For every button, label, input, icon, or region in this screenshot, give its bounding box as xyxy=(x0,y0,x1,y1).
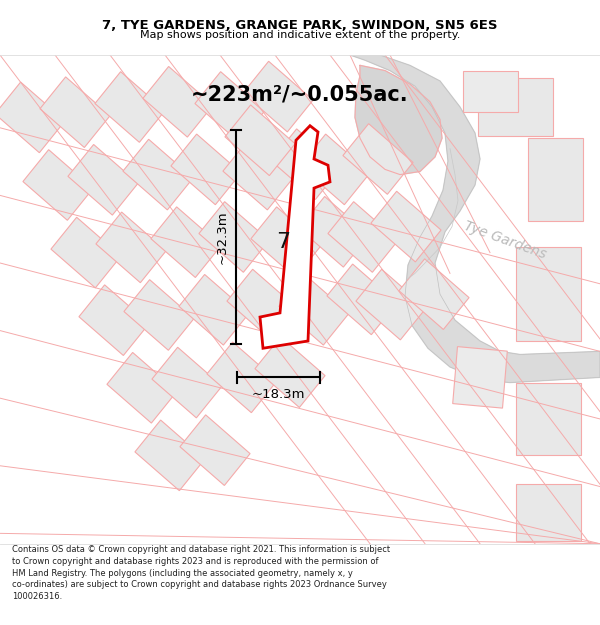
Text: ~18.3m: ~18.3m xyxy=(252,388,305,401)
Polygon shape xyxy=(79,285,149,356)
Polygon shape xyxy=(515,248,581,341)
Text: ~223m²/~0.055ac.: ~223m²/~0.055ac. xyxy=(191,85,409,105)
Polygon shape xyxy=(124,279,194,350)
Polygon shape xyxy=(515,484,581,541)
Polygon shape xyxy=(260,126,330,348)
Polygon shape xyxy=(68,144,138,215)
Polygon shape xyxy=(527,138,583,221)
Polygon shape xyxy=(328,202,398,272)
Polygon shape xyxy=(40,77,110,148)
Polygon shape xyxy=(171,134,241,205)
Polygon shape xyxy=(123,139,193,210)
Polygon shape xyxy=(279,274,349,345)
Polygon shape xyxy=(0,82,65,152)
Text: 7: 7 xyxy=(276,232,290,252)
Polygon shape xyxy=(452,347,508,408)
Polygon shape xyxy=(299,196,369,267)
Polygon shape xyxy=(51,217,121,288)
Polygon shape xyxy=(23,149,93,220)
Polygon shape xyxy=(356,269,426,340)
Polygon shape xyxy=(135,420,205,491)
Polygon shape xyxy=(271,129,341,199)
Polygon shape xyxy=(179,274,249,345)
Polygon shape xyxy=(199,202,269,272)
Polygon shape xyxy=(399,259,469,329)
Polygon shape xyxy=(478,78,553,136)
Polygon shape xyxy=(255,337,325,408)
Text: Map shows position and indicative extent of the property.: Map shows position and indicative extent… xyxy=(140,30,460,40)
Polygon shape xyxy=(515,382,581,456)
Text: ~32.3m: ~32.3m xyxy=(215,210,229,264)
Polygon shape xyxy=(355,66,442,174)
Polygon shape xyxy=(371,191,441,262)
Text: Contains OS data © Crown copyright and database right 2021. This information is : Contains OS data © Crown copyright and d… xyxy=(12,545,390,601)
Polygon shape xyxy=(463,71,517,112)
Polygon shape xyxy=(350,55,600,382)
Polygon shape xyxy=(95,72,165,142)
Text: 7, TYE GARDENS, GRANGE PARK, SWINDON, SN5 6ES: 7, TYE GARDENS, GRANGE PARK, SWINDON, SN… xyxy=(102,19,498,32)
Polygon shape xyxy=(180,415,250,486)
Polygon shape xyxy=(207,342,277,412)
Polygon shape xyxy=(300,134,370,205)
Polygon shape xyxy=(96,212,166,282)
Polygon shape xyxy=(327,264,397,335)
Polygon shape xyxy=(143,66,213,137)
Polygon shape xyxy=(227,269,297,340)
Polygon shape xyxy=(343,124,413,194)
Polygon shape xyxy=(243,61,313,132)
Polygon shape xyxy=(251,207,321,278)
Polygon shape xyxy=(151,207,221,278)
Polygon shape xyxy=(152,348,222,418)
Polygon shape xyxy=(225,105,295,176)
Polygon shape xyxy=(107,352,177,423)
Polygon shape xyxy=(223,139,293,210)
Polygon shape xyxy=(195,72,265,142)
Text: Tye Gardens: Tye Gardens xyxy=(462,219,548,261)
